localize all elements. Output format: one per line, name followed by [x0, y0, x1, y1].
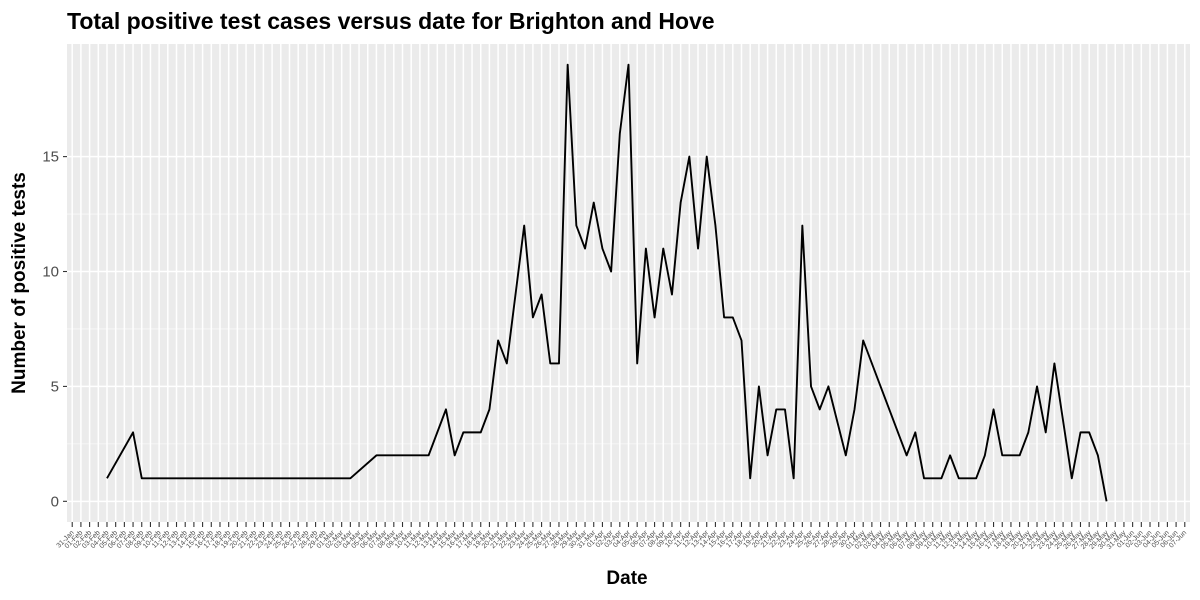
y-tick-label: 5: [51, 378, 59, 395]
major-gridlines: [67, 44, 1190, 522]
y-tick-label: 15: [42, 149, 59, 166]
x-axis: 31-Jan01-Feb02-Feb03-Feb04-Feb05-Feb06-F…: [56, 522, 1188, 551]
x-axis-title: Date: [606, 568, 647, 589]
y-tick-label: 10: [42, 264, 59, 281]
y-axis: 0 5 10 15: [42, 149, 67, 510]
y-axis-title: Number of positive tests: [9, 172, 30, 394]
chart-title: Total positive test cases versus date fo…: [67, 8, 715, 34]
y-tick-label: 0: [51, 493, 59, 510]
series-line: [106, 63, 1108, 502]
